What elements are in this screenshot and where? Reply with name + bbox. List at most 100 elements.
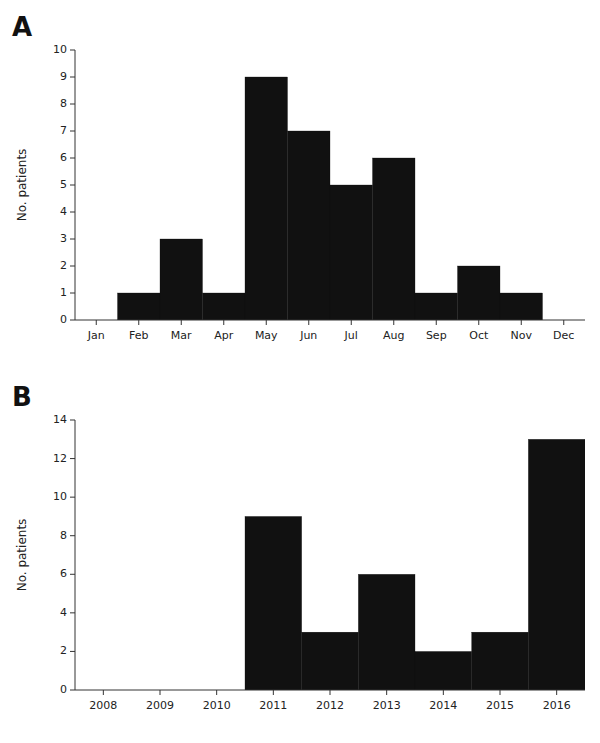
x-tick — [386, 690, 387, 695]
y-tick — [70, 690, 75, 691]
x-tick-label: Feb — [129, 329, 148, 342]
y-axis-label: No. patients — [15, 149, 29, 222]
bar — [330, 185, 373, 320]
panel: 0 1 2 3 4 5 6 7 8 9 10 Jan Feb Mar Apr May Jun Jul Aug Sep O… — [12, 12, 585, 342]
bar — [373, 158, 416, 320]
x-tick-label: Mar — [171, 329, 192, 342]
x-tick — [96, 320, 97, 325]
y-tick — [70, 158, 75, 159]
x-tick-label: Jul — [344, 329, 358, 342]
x-tick — [443, 690, 444, 695]
panel-label: A — [12, 12, 32, 42]
y-tick-label: 1 — [60, 286, 67, 299]
y-tick — [70, 185, 75, 186]
x-tick — [138, 320, 139, 325]
y-tick — [70, 266, 75, 267]
x-tick — [330, 690, 331, 695]
x-tick-label: 2012 — [316, 699, 344, 712]
y-tick — [70, 212, 75, 213]
x-tick — [500, 690, 501, 695]
bar — [415, 293, 458, 320]
x-tick-label: May — [255, 329, 278, 342]
y-tick — [70, 320, 75, 321]
bars — [118, 77, 543, 320]
panel: 0 2 4 6 8 10 12 14 2008 2009 2010 2011 2012 2013 2014 2… — [12, 382, 585, 712]
bar — [160, 239, 203, 320]
x-tick-label: 2014 — [429, 699, 457, 712]
y-tick — [70, 104, 75, 105]
y-tick-label: 7 — [60, 124, 67, 137]
y-axis-label: No. patients — [15, 519, 29, 592]
y-tick — [70, 50, 75, 51]
x-tick-label: Apr — [214, 329, 234, 342]
x-tick — [103, 690, 104, 695]
bar — [458, 266, 501, 320]
x-tick-label: Dec — [553, 329, 574, 342]
x-tick-label: 2010 — [203, 699, 231, 712]
y-tick-label: 4 — [60, 606, 67, 619]
y-tick-label: 8 — [60, 97, 67, 110]
bar — [245, 516, 302, 690]
figure: 012345678910JanFebMarAprMayJunJulAugSepO… — [0, 0, 600, 743]
x-tick-label: Sep — [426, 329, 447, 342]
x-tick-label: Jan — [87, 329, 105, 342]
y-tick — [70, 239, 75, 240]
x-tick-label: 2009 — [146, 699, 174, 712]
bar — [415, 651, 472, 690]
bar — [302, 632, 359, 690]
y-tick — [70, 651, 75, 652]
y-tick-label: 3 — [60, 232, 67, 245]
y-tick-label: 0 — [60, 683, 67, 696]
bar — [528, 439, 585, 690]
y-tick — [70, 535, 75, 536]
bar — [358, 574, 415, 690]
y-tick-label: 12 — [53, 452, 67, 465]
x-tick — [478, 320, 479, 325]
y-axis-line — [75, 420, 76, 690]
x-tick-label: Oct — [469, 329, 489, 342]
y-tick-label: 9 — [60, 70, 67, 83]
x-tick-label: Nov — [511, 329, 533, 342]
bar — [472, 632, 529, 690]
y-tick — [70, 420, 75, 421]
y-tick-label: 5 — [60, 178, 67, 191]
x-tick-label: 2013 — [373, 699, 401, 712]
x-tick — [556, 690, 557, 695]
x-tick — [266, 320, 267, 325]
x-tick-label: Jun — [299, 329, 317, 342]
panel-label: B — [12, 382, 32, 412]
bar — [500, 293, 543, 320]
y-tick-label: 2 — [60, 259, 67, 272]
x-tick-label: 2008 — [89, 699, 117, 712]
bar — [118, 293, 161, 320]
y-tick-label: 6 — [60, 567, 67, 580]
x-tick — [273, 690, 274, 695]
x-tick — [436, 320, 437, 325]
y-tick-label: 0 — [60, 313, 67, 326]
y-tick-label: 14 — [53, 413, 67, 426]
bar — [245, 77, 288, 320]
bar — [203, 293, 246, 320]
y-tick-label: 8 — [60, 529, 67, 542]
y-tick-label: 6 — [60, 151, 67, 164]
x-tick — [521, 320, 522, 325]
x-tick-label: 2011 — [259, 699, 287, 712]
y-tick — [70, 497, 75, 498]
x-tick-label: Aug — [383, 329, 404, 342]
y-tick-label: 10 — [53, 490, 67, 503]
x-tick — [223, 320, 224, 325]
x-tick — [160, 690, 161, 695]
bars — [245, 439, 585, 690]
y-tick — [70, 458, 75, 459]
y-tick — [70, 77, 75, 78]
y-tick — [70, 131, 75, 132]
x-tick — [181, 320, 182, 325]
y-tick-label: 2 — [60, 644, 67, 657]
x-tick — [393, 320, 394, 325]
y-tick — [70, 612, 75, 613]
x-tick-label: 2016 — [543, 699, 571, 712]
x-tick — [563, 320, 564, 325]
y-tick-label: 4 — [60, 205, 67, 218]
x-tick-label: 2015 — [486, 699, 514, 712]
y-tick-label: 10 — [53, 43, 67, 56]
